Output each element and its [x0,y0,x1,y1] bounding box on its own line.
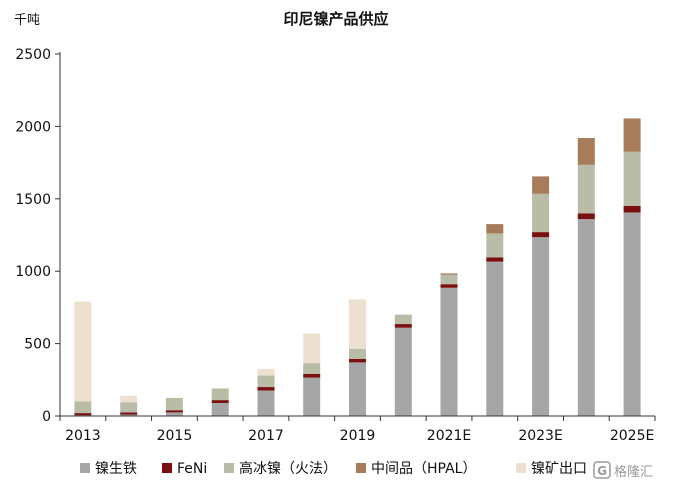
y-tick-label-1000: 1000 [15,264,51,280]
x-tick-label-2017: 2017 [248,428,284,444]
bar-2018-series-1 [303,374,321,378]
bar-2024E-series-2 [577,164,595,214]
bar-2024E-series-1 [577,213,595,220]
bar-2020-series-2 [394,314,412,324]
bar-2017-series-4 [257,368,275,376]
watermark-text: 格隆汇 [614,464,653,480]
legend-label-2: 高冰镍（火法） [239,460,337,477]
bar-2016-series-1 [211,400,229,403]
y-tick-label-1500: 1500 [15,192,51,208]
bar-2022E-series-1 [486,257,504,262]
bar-2018-series-2 [303,363,321,374]
g-logo-glyph: G [597,464,607,478]
bar-2016-series-2 [211,388,229,401]
y-tick-label-2000: 2000 [15,119,51,135]
bar-2020-series-0 [394,327,412,416]
legend-label-0: 镍生铁 [95,461,137,477]
bar-2021E-series-2 [440,274,458,285]
legend-label-1: FeNi [177,461,207,477]
legend-swatch-3 [356,463,366,473]
bar-2014-series-0 [120,414,138,416]
legend-swatch-2 [224,463,234,473]
bar-2024E-series-0 [577,219,595,416]
bar-2020-series-1 [394,324,412,328]
bar-2023E-series-0 [532,237,550,416]
bar-2015-series-2 [165,397,183,411]
bar-2017-series-0 [257,390,275,416]
bar-2022E-series-2 [486,233,504,258]
bar-2023E-series-1 [532,232,550,238]
bar-2014-series-4 [120,395,138,403]
bar-2013-series-4 [74,301,92,402]
y-tick-label-500: 500 [24,337,51,353]
x-tick-label-2015: 2015 [157,428,193,444]
legend: 镍生铁 FeNi 高冰镍（火法） 中间品（HPAL） 镍矿出口 [80,460,587,477]
bar-2017-series-2 [257,375,275,388]
bar-2014-series-2 [120,402,138,413]
x-tick-label-2025E: 2025E [610,428,654,444]
bar-2025E-series-3 [623,118,641,152]
g-logo-icon [593,461,611,479]
bar-2025E-series-1 [623,206,641,213]
axes: 0 500 1000 1500 2000 2500 2013 2015 2017 2019 2021… [15,47,656,444]
legend-label-3: 中间品（HPAL） [371,461,476,477]
x-tick-label-2019: 2019 [340,428,376,444]
bar-2021E-series-1 [440,284,458,288]
y-tick-label-0: 0 [42,409,51,425]
bar-2023E-series-2 [532,193,550,233]
bar-2018-series-0 [303,377,321,416]
bar-2013-series-1 [74,413,92,416]
bar-2019-series-4 [349,299,366,349]
bar-2017-series-1 [257,387,275,391]
bar-2019-series-2 [349,348,366,359]
bar-2013-series-2 [74,401,92,414]
bar-2024E-series-3 [577,138,595,165]
bar-2015-series-1 [165,410,183,413]
legend-swatch-0 [80,463,90,473]
bar-2014-series-1 [120,412,138,415]
bar-2022E-series-3 [486,224,504,234]
legend-swatch-4 [516,463,526,473]
y-tick-label-2500: 2500 [15,47,51,63]
bar-2025E-series-0 [623,212,641,416]
y-axis-unit-label: 千吨 [14,13,40,28]
bar-2015-series-0 [165,412,183,416]
bar-2021E-series-3 [440,273,458,275]
legend-swatch-1 [162,463,172,473]
bar-2018-series-4 [303,333,321,364]
bar-2021E-series-0 [440,287,458,416]
watermark: G 格隆汇 [593,461,653,480]
bar-2023E-series-3 [532,176,550,194]
x-tick-label-2021E: 2021E [427,428,471,444]
bar-2019-series-0 [349,362,366,416]
bar-2019-series-1 [349,358,366,363]
plot-area [74,118,641,416]
bar-2025E-series-2 [623,151,641,206]
x-tick-label-2013: 2013 [65,428,101,444]
legend-label-4: 镍矿出口 [531,461,587,477]
bar-2022E-series-0 [486,261,504,416]
x-tick-label-2023E: 2023E [518,428,562,444]
chart-title: 印尼镍产品供应 [283,10,388,28]
bar-2016-series-0 [211,403,229,416]
